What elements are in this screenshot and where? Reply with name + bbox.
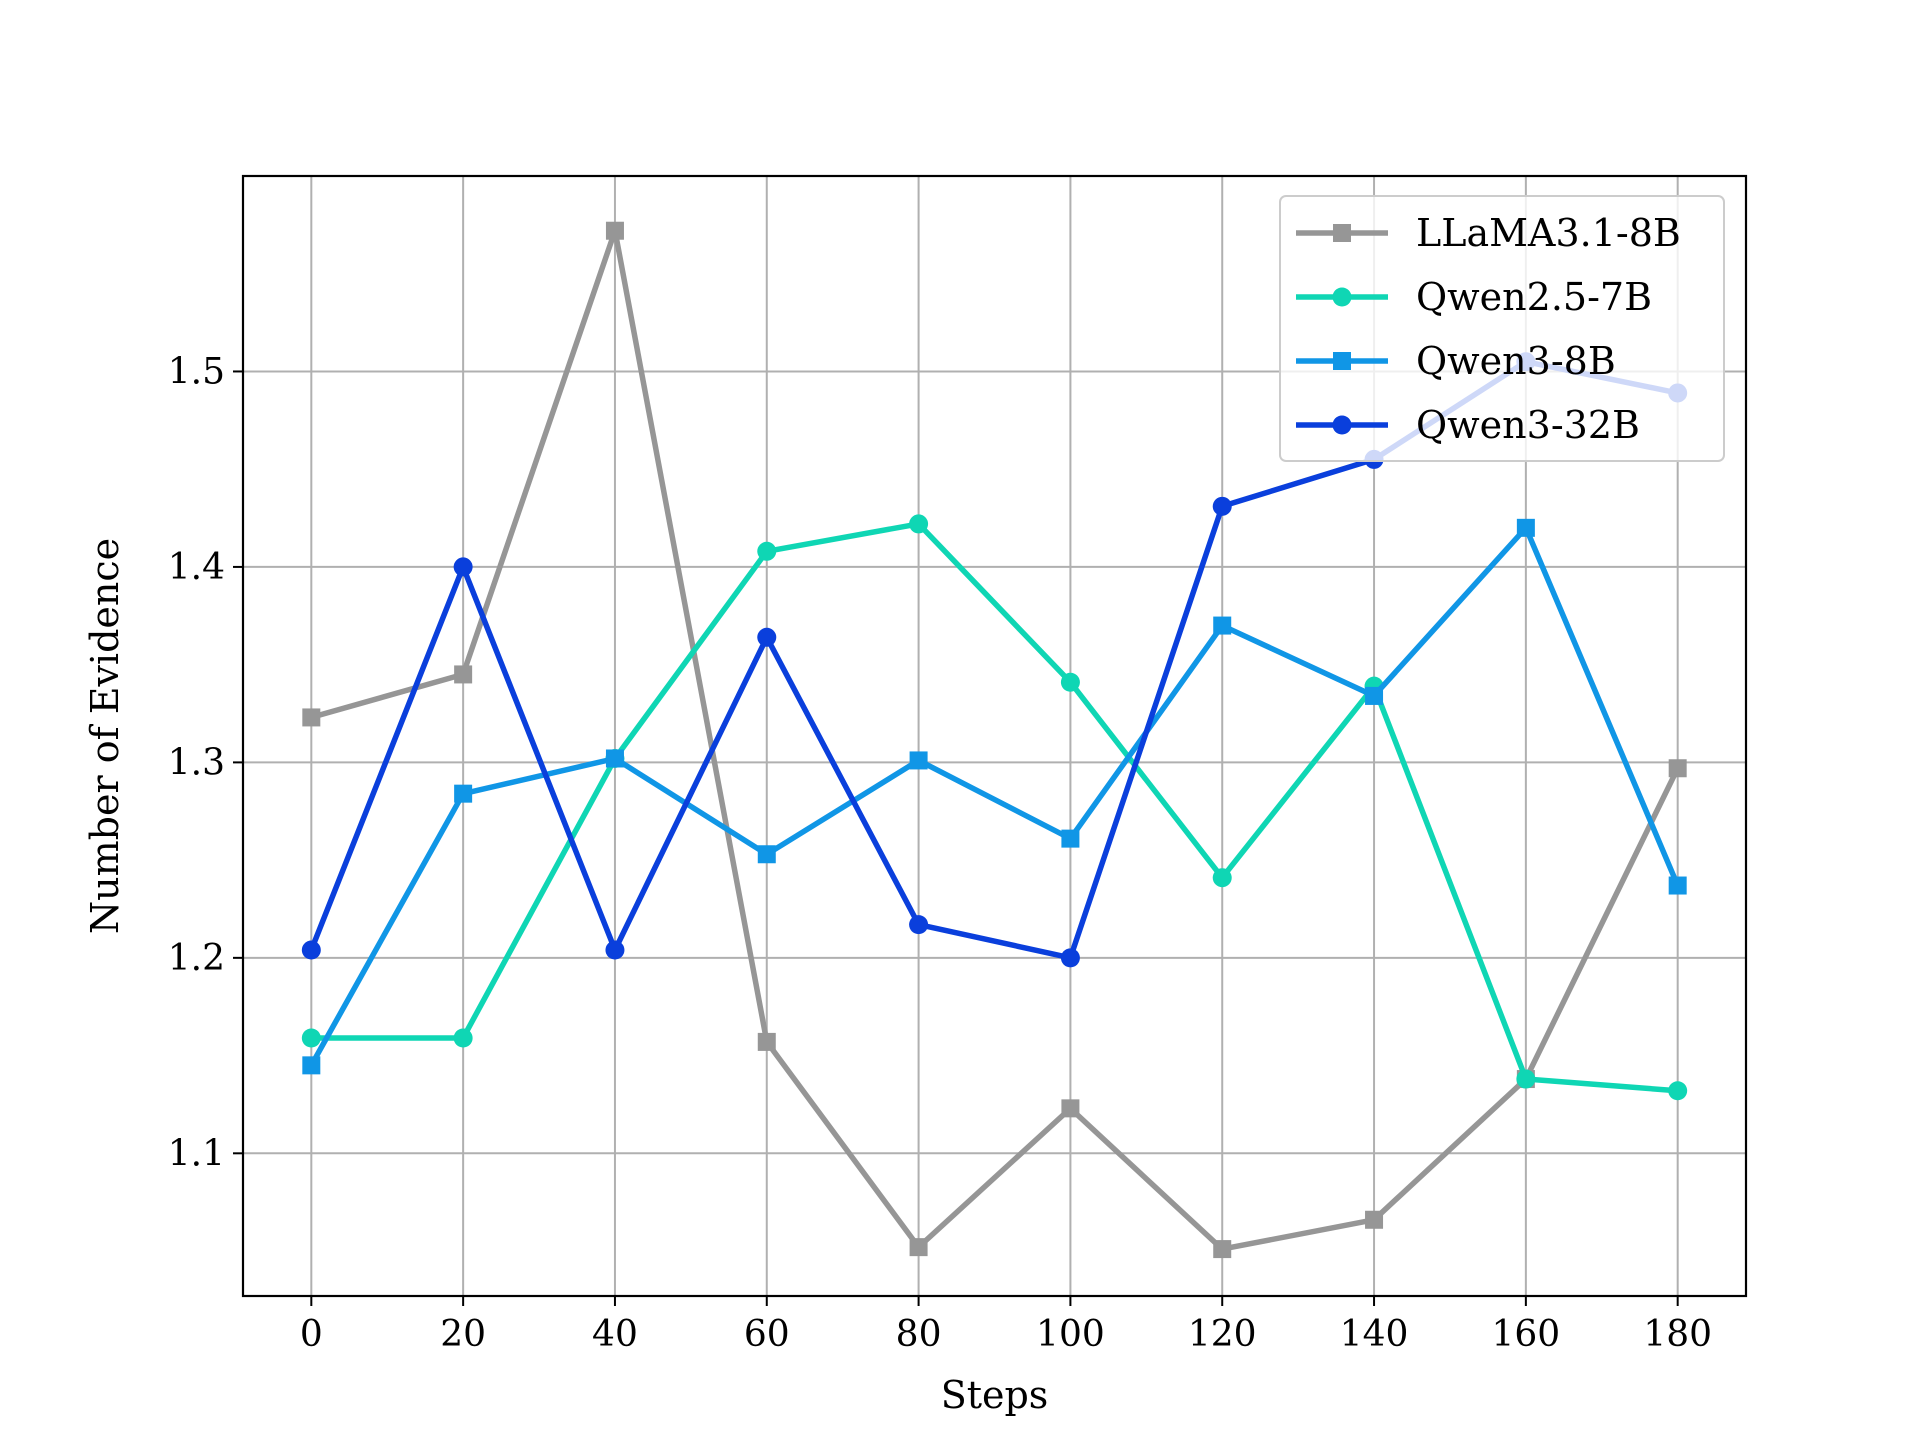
- legend-label: Qwen2.5-7B: [1416, 275, 1652, 319]
- data-point: [909, 1238, 928, 1257]
- legend-marker: [1332, 415, 1352, 435]
- data-point: [605, 940, 625, 960]
- data-point: [757, 845, 776, 864]
- y-tick-label: 1.4: [168, 547, 225, 588]
- y-tick-label: 1.5: [168, 351, 225, 392]
- data-point: [605, 221, 624, 240]
- data-point: [605, 749, 624, 768]
- legend: LLaMA3.1-8B Qwen2.5-7B Qwen3-8B Qwen3-32B: [1279, 195, 1725, 462]
- data-point: [1516, 1069, 1536, 1089]
- y-axis-label: Number of Evidence: [83, 538, 127, 934]
- series-LLaMA3.1-8B: [302, 221, 1687, 1259]
- legend-marker: [1332, 287, 1352, 307]
- data-point: [1060, 672, 1080, 692]
- x-tick-label: 120: [1188, 1314, 1257, 1355]
- x-tick-label: 20: [440, 1314, 486, 1355]
- data-point: [302, 708, 321, 727]
- data-point: [1212, 868, 1232, 888]
- y-tick-label: 1.2: [168, 938, 225, 979]
- x-axis-label: Steps: [941, 1373, 1049, 1417]
- data-point: [1060, 948, 1080, 968]
- series-Qwen3-8B: [302, 518, 1687, 1075]
- data-point: [757, 627, 777, 647]
- data-point: [454, 784, 473, 803]
- legend-box: [1279, 195, 1725, 462]
- data-point: [909, 514, 929, 534]
- x-tick-label: 40: [592, 1314, 638, 1355]
- x-tick-label: 100: [1036, 1314, 1105, 1355]
- x-tick-label: 0: [300, 1314, 323, 1355]
- y-tick-label: 1.3: [168, 742, 225, 783]
- x-tick-label: 160: [1492, 1314, 1561, 1355]
- data-point: [757, 541, 777, 561]
- data-point: [909, 915, 929, 935]
- x-tick-label: 140: [1340, 1314, 1409, 1355]
- data-point: [909, 751, 928, 770]
- legend-label: Qwen3-8B: [1416, 339, 1616, 383]
- series-line: [308, 521, 1681, 1094]
- data-point: [1516, 518, 1535, 537]
- legend-marker: [1333, 224, 1351, 242]
- plot-frame: [241, 174, 1748, 1298]
- data-point: [1668, 876, 1687, 895]
- data-point: [1213, 1240, 1232, 1259]
- data-point: [1668, 759, 1687, 778]
- x-tick-label: 180: [1643, 1314, 1712, 1355]
- data-point: [1212, 496, 1232, 516]
- legend-item: Qwen3-8B: [1296, 339, 1616, 383]
- data-point: [453, 557, 473, 577]
- legend-item: Qwen3-32B: [1296, 403, 1640, 447]
- legend-marker: [1333, 352, 1351, 370]
- series-layer: [301, 221, 1688, 1259]
- data-point: [757, 1032, 776, 1051]
- data-point: [1213, 616, 1232, 635]
- legend-item: Qwen2.5-7B: [1296, 275, 1652, 319]
- data-point: [1365, 1210, 1384, 1229]
- data-point: [1061, 1099, 1080, 1118]
- data-point: [1365, 686, 1384, 705]
- x-tick-label: 80: [896, 1314, 942, 1355]
- data-point: [301, 940, 321, 960]
- legend-item: LLaMA3.1-8B: [1296, 211, 1681, 255]
- y-tick-label: 1.1: [168, 1133, 225, 1174]
- legend-label: LLaMA3.1-8B: [1416, 211, 1681, 255]
- data-point: [1061, 829, 1080, 848]
- data-point: [1668, 1081, 1688, 1101]
- data-point: [454, 665, 473, 684]
- data-point: [302, 1056, 321, 1075]
- data-point: [301, 1028, 321, 1048]
- series-line: [307, 525, 1682, 1070]
- x-tick-label: 60: [744, 1314, 790, 1355]
- legend-label: Qwen3-32B: [1416, 403, 1640, 447]
- axis-ticks: 0 20 40 60 80 100 120 140 160 180 1.1 1.2 1.3 1.4 1.5: [168, 351, 1712, 1355]
- data-point: [453, 1028, 473, 1048]
- series-line: [307, 227, 1682, 1252]
- series-Qwen2.5-7B: [301, 514, 1688, 1101]
- grid-lines: [243, 176, 1746, 1296]
